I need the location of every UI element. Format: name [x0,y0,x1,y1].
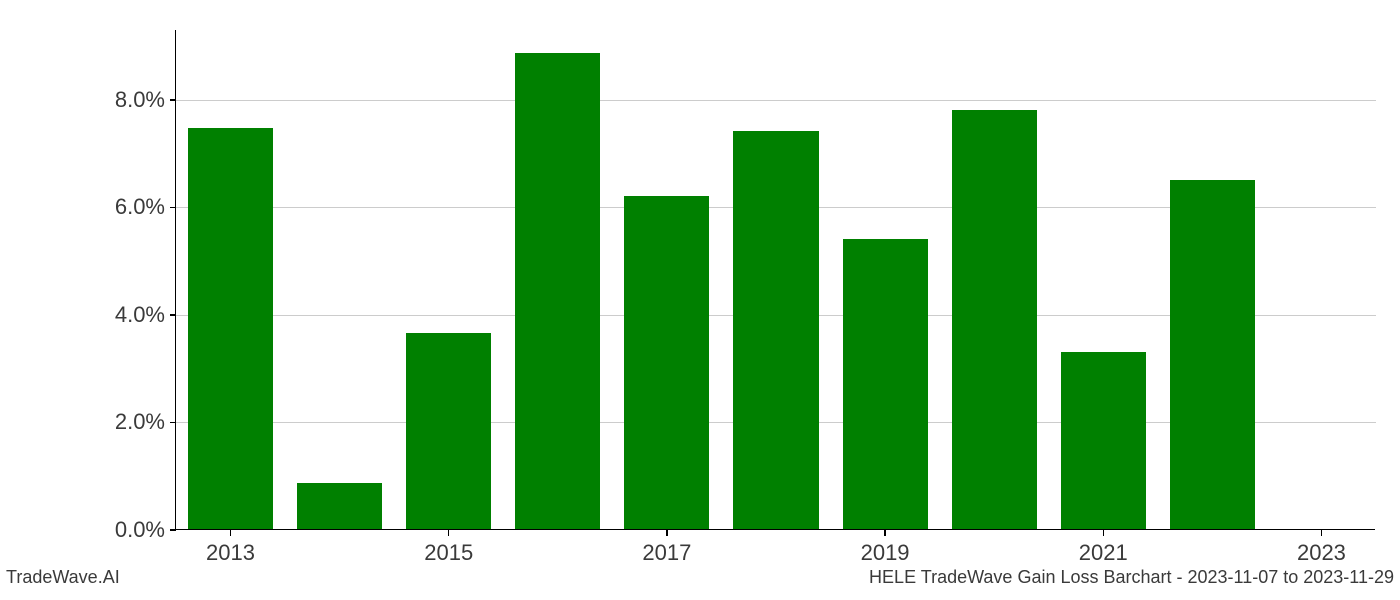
footer-caption: HELE TradeWave Gain Loss Barchart - 2023… [869,567,1394,588]
y-tick-label: 6.0% [85,194,165,220]
x-tick-mark [1321,530,1323,536]
gridline [176,100,1376,101]
y-tick-mark [170,314,176,316]
y-tick-mark [170,422,176,424]
x-tick-mark [230,530,232,536]
x-tick-label: 2013 [206,540,255,566]
x-tick-label: 2017 [642,540,691,566]
bar-2018 [733,131,818,529]
x-tick-mark [884,530,886,536]
x-tick-label: 2015 [424,540,473,566]
bar-2019 [843,239,928,529]
bar-2020 [952,110,1037,529]
y-tick-label: 4.0% [85,302,165,328]
bar-2021 [1061,352,1146,529]
x-tick-label: 2021 [1079,540,1128,566]
chart-container: 0.0%2.0%4.0%6.0%8.0% 2013201520172019202… [175,30,1375,530]
plot-area: 0.0%2.0%4.0%6.0%8.0% 2013201520172019202… [175,30,1375,530]
bar-2015 [406,333,491,529]
x-tick-label: 2023 [1297,540,1346,566]
y-tick-label: 0.0% [85,517,165,543]
y-tick-label: 2.0% [85,409,165,435]
x-tick-mark [1103,530,1105,536]
bar-2014 [297,483,382,529]
bar-2016 [515,53,600,529]
x-tick-label: 2019 [861,540,910,566]
bar-2022 [1170,180,1255,529]
y-tick-mark [170,207,176,209]
bar-2017 [624,196,709,529]
bar-2013 [188,128,273,529]
y-tick-mark [170,99,176,101]
y-tick-label: 8.0% [85,87,165,113]
x-tick-mark [666,530,668,536]
footer-brand: TradeWave.AI [6,567,120,588]
y-tick-mark [170,529,176,531]
x-tick-mark [448,530,450,536]
